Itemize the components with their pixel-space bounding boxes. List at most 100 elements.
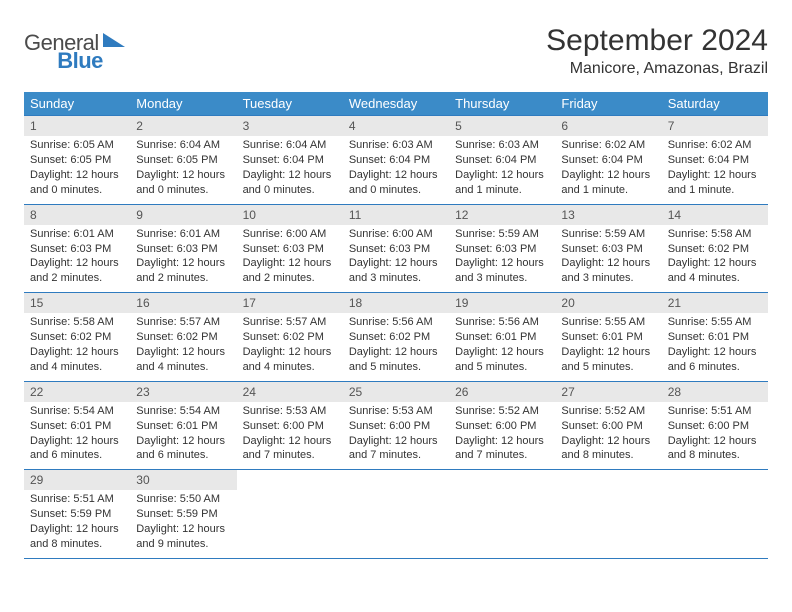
day-sunrise: Sunrise: 5:53 AM [349,404,443,419]
week-row: 15Sunrise: 5:58 AMSunset: 6:02 PMDayligh… [24,292,768,381]
day-cell: 28Sunrise: 5:51 AMSunset: 6:00 PMDayligh… [662,382,768,470]
day-sunset: Sunset: 6:02 PM [668,242,762,257]
day-sunrise: Sunrise: 5:58 AM [30,315,124,330]
week-row: 8Sunrise: 6:01 AMSunset: 6:03 PMDaylight… [24,204,768,293]
day-daylight: Daylight: 12 hours and 1 minute. [561,168,655,198]
day-sunrise: Sunrise: 6:01 AM [136,227,230,242]
calendar-grid: SundayMondayTuesdayWednesdayThursdayFrid… [24,92,768,559]
day-cell: 26Sunrise: 5:52 AMSunset: 6:00 PMDayligh… [449,382,555,470]
weekday-header: Tuesday [237,92,343,115]
day-cell: 29Sunrise: 5:51 AMSunset: 5:59 PMDayligh… [24,470,130,558]
day-number: 20 [555,293,661,313]
day-daylight: Daylight: 12 hours and 0 minutes. [136,168,230,198]
day-number: 4 [343,116,449,136]
day-body: Sunrise: 6:02 AMSunset: 6:04 PMDaylight:… [662,136,768,203]
day-sunset: Sunset: 6:03 PM [30,242,124,257]
day-sunrise: Sunrise: 6:02 AM [561,138,655,153]
day-sunset: Sunset: 6:02 PM [30,330,124,345]
day-cell: 4Sunrise: 6:03 AMSunset: 6:04 PMDaylight… [343,116,449,204]
weekday-header: Friday [555,92,661,115]
weekday-header: Wednesday [343,92,449,115]
day-sunset: Sunset: 6:02 PM [136,330,230,345]
day-daylight: Daylight: 12 hours and 4 minutes. [30,345,124,375]
day-sunset: Sunset: 6:00 PM [668,419,762,434]
day-number: 30 [130,470,236,490]
day-sunset: Sunset: 6:01 PM [30,419,124,434]
day-body: Sunrise: 5:58 AMSunset: 6:02 PMDaylight:… [24,313,130,380]
day-cell: 2Sunrise: 6:04 AMSunset: 6:05 PMDaylight… [130,116,236,204]
day-daylight: Daylight: 12 hours and 6 minutes. [30,434,124,464]
day-body: Sunrise: 6:01 AMSunset: 6:03 PMDaylight:… [24,225,130,292]
day-daylight: Daylight: 12 hours and 6 minutes. [136,434,230,464]
day-sunrise: Sunrise: 6:04 AM [243,138,337,153]
day-cell: 30Sunrise: 5:50 AMSunset: 5:59 PMDayligh… [130,470,236,558]
day-daylight: Daylight: 12 hours and 8 minutes. [668,434,762,464]
day-cell: 8Sunrise: 6:01 AMSunset: 6:03 PMDaylight… [24,205,130,293]
day-sunrise: Sunrise: 5:55 AM [668,315,762,330]
empty-cell [662,470,768,558]
day-daylight: Daylight: 12 hours and 3 minutes. [349,256,443,286]
day-body: Sunrise: 5:51 AMSunset: 6:00 PMDaylight:… [662,402,768,469]
day-sunset: Sunset: 5:59 PM [30,507,124,522]
day-sunrise: Sunrise: 5:51 AM [30,492,124,507]
day-cell: 24Sunrise: 5:53 AMSunset: 6:00 PMDayligh… [237,382,343,470]
day-daylight: Daylight: 12 hours and 2 minutes. [243,256,337,286]
day-sunset: Sunset: 6:01 PM [136,419,230,434]
day-daylight: Daylight: 12 hours and 5 minutes. [349,345,443,375]
day-cell: 1Sunrise: 6:05 AMSunset: 6:05 PMDaylight… [24,116,130,204]
day-number: 9 [130,205,236,225]
page-title: September 2024 [546,24,768,58]
day-number: 5 [449,116,555,136]
day-sunrise: Sunrise: 6:03 AM [455,138,549,153]
day-daylight: Daylight: 12 hours and 0 minutes. [349,168,443,198]
day-number: 28 [662,382,768,402]
day-sunrise: Sunrise: 6:01 AM [30,227,124,242]
day-daylight: Daylight: 12 hours and 8 minutes. [561,434,655,464]
day-sunset: Sunset: 6:00 PM [561,419,655,434]
day-cell: 18Sunrise: 5:56 AMSunset: 6:02 PMDayligh… [343,293,449,381]
day-number: 15 [24,293,130,313]
day-sunset: Sunset: 5:59 PM [136,507,230,522]
day-cell: 5Sunrise: 6:03 AMSunset: 6:04 PMDaylight… [449,116,555,204]
day-body: Sunrise: 5:54 AMSunset: 6:01 PMDaylight:… [24,402,130,469]
day-daylight: Daylight: 12 hours and 0 minutes. [243,168,337,198]
day-sunset: Sunset: 6:01 PM [561,330,655,345]
brand-text: General Blue [24,30,149,56]
day-daylight: Daylight: 12 hours and 5 minutes. [561,345,655,375]
day-number: 3 [237,116,343,136]
day-sunset: Sunset: 6:04 PM [668,153,762,168]
day-daylight: Daylight: 12 hours and 5 minutes. [455,345,549,375]
day-sunset: Sunset: 6:04 PM [561,153,655,168]
day-body: Sunrise: 5:55 AMSunset: 6:01 PMDaylight:… [555,313,661,380]
day-sunrise: Sunrise: 5:50 AM [136,492,230,507]
day-daylight: Daylight: 12 hours and 3 minutes. [455,256,549,286]
day-cell: 22Sunrise: 5:54 AMSunset: 6:01 PMDayligh… [24,382,130,470]
day-sunrise: Sunrise: 5:58 AM [668,227,762,242]
page: General Blue September 2024 Manicore, Am… [0,0,792,559]
day-cell: 9Sunrise: 6:01 AMSunset: 6:03 PMDaylight… [130,205,236,293]
day-sunrise: Sunrise: 5:56 AM [455,315,549,330]
location-text: Manicore, Amazonas, Brazil [546,60,768,78]
day-sunrise: Sunrise: 6:04 AM [136,138,230,153]
brand-triangle-icon [103,33,125,47]
day-number: 8 [24,205,130,225]
day-body: Sunrise: 6:02 AMSunset: 6:04 PMDaylight:… [555,136,661,203]
day-daylight: Daylight: 12 hours and 8 minutes. [30,522,124,552]
day-number: 22 [24,382,130,402]
day-sunrise: Sunrise: 6:03 AM [349,138,443,153]
day-cell: 20Sunrise: 5:55 AMSunset: 6:01 PMDayligh… [555,293,661,381]
day-sunset: Sunset: 6:05 PM [136,153,230,168]
day-daylight: Daylight: 12 hours and 2 minutes. [30,256,124,286]
day-cell: 16Sunrise: 5:57 AMSunset: 6:02 PMDayligh… [130,293,236,381]
day-sunrise: Sunrise: 5:55 AM [561,315,655,330]
day-body: Sunrise: 5:52 AMSunset: 6:00 PMDaylight:… [555,402,661,469]
day-sunrise: Sunrise: 5:59 AM [455,227,549,242]
day-cell: 3Sunrise: 6:04 AMSunset: 6:04 PMDaylight… [237,116,343,204]
day-cell: 27Sunrise: 5:52 AMSunset: 6:00 PMDayligh… [555,382,661,470]
day-cell: 15Sunrise: 5:58 AMSunset: 6:02 PMDayligh… [24,293,130,381]
day-body: Sunrise: 5:58 AMSunset: 6:02 PMDaylight:… [662,225,768,292]
day-number: 1 [24,116,130,136]
day-cell: 13Sunrise: 5:59 AMSunset: 6:03 PMDayligh… [555,205,661,293]
day-cell: 14Sunrise: 5:58 AMSunset: 6:02 PMDayligh… [662,205,768,293]
day-daylight: Daylight: 12 hours and 4 minutes. [668,256,762,286]
